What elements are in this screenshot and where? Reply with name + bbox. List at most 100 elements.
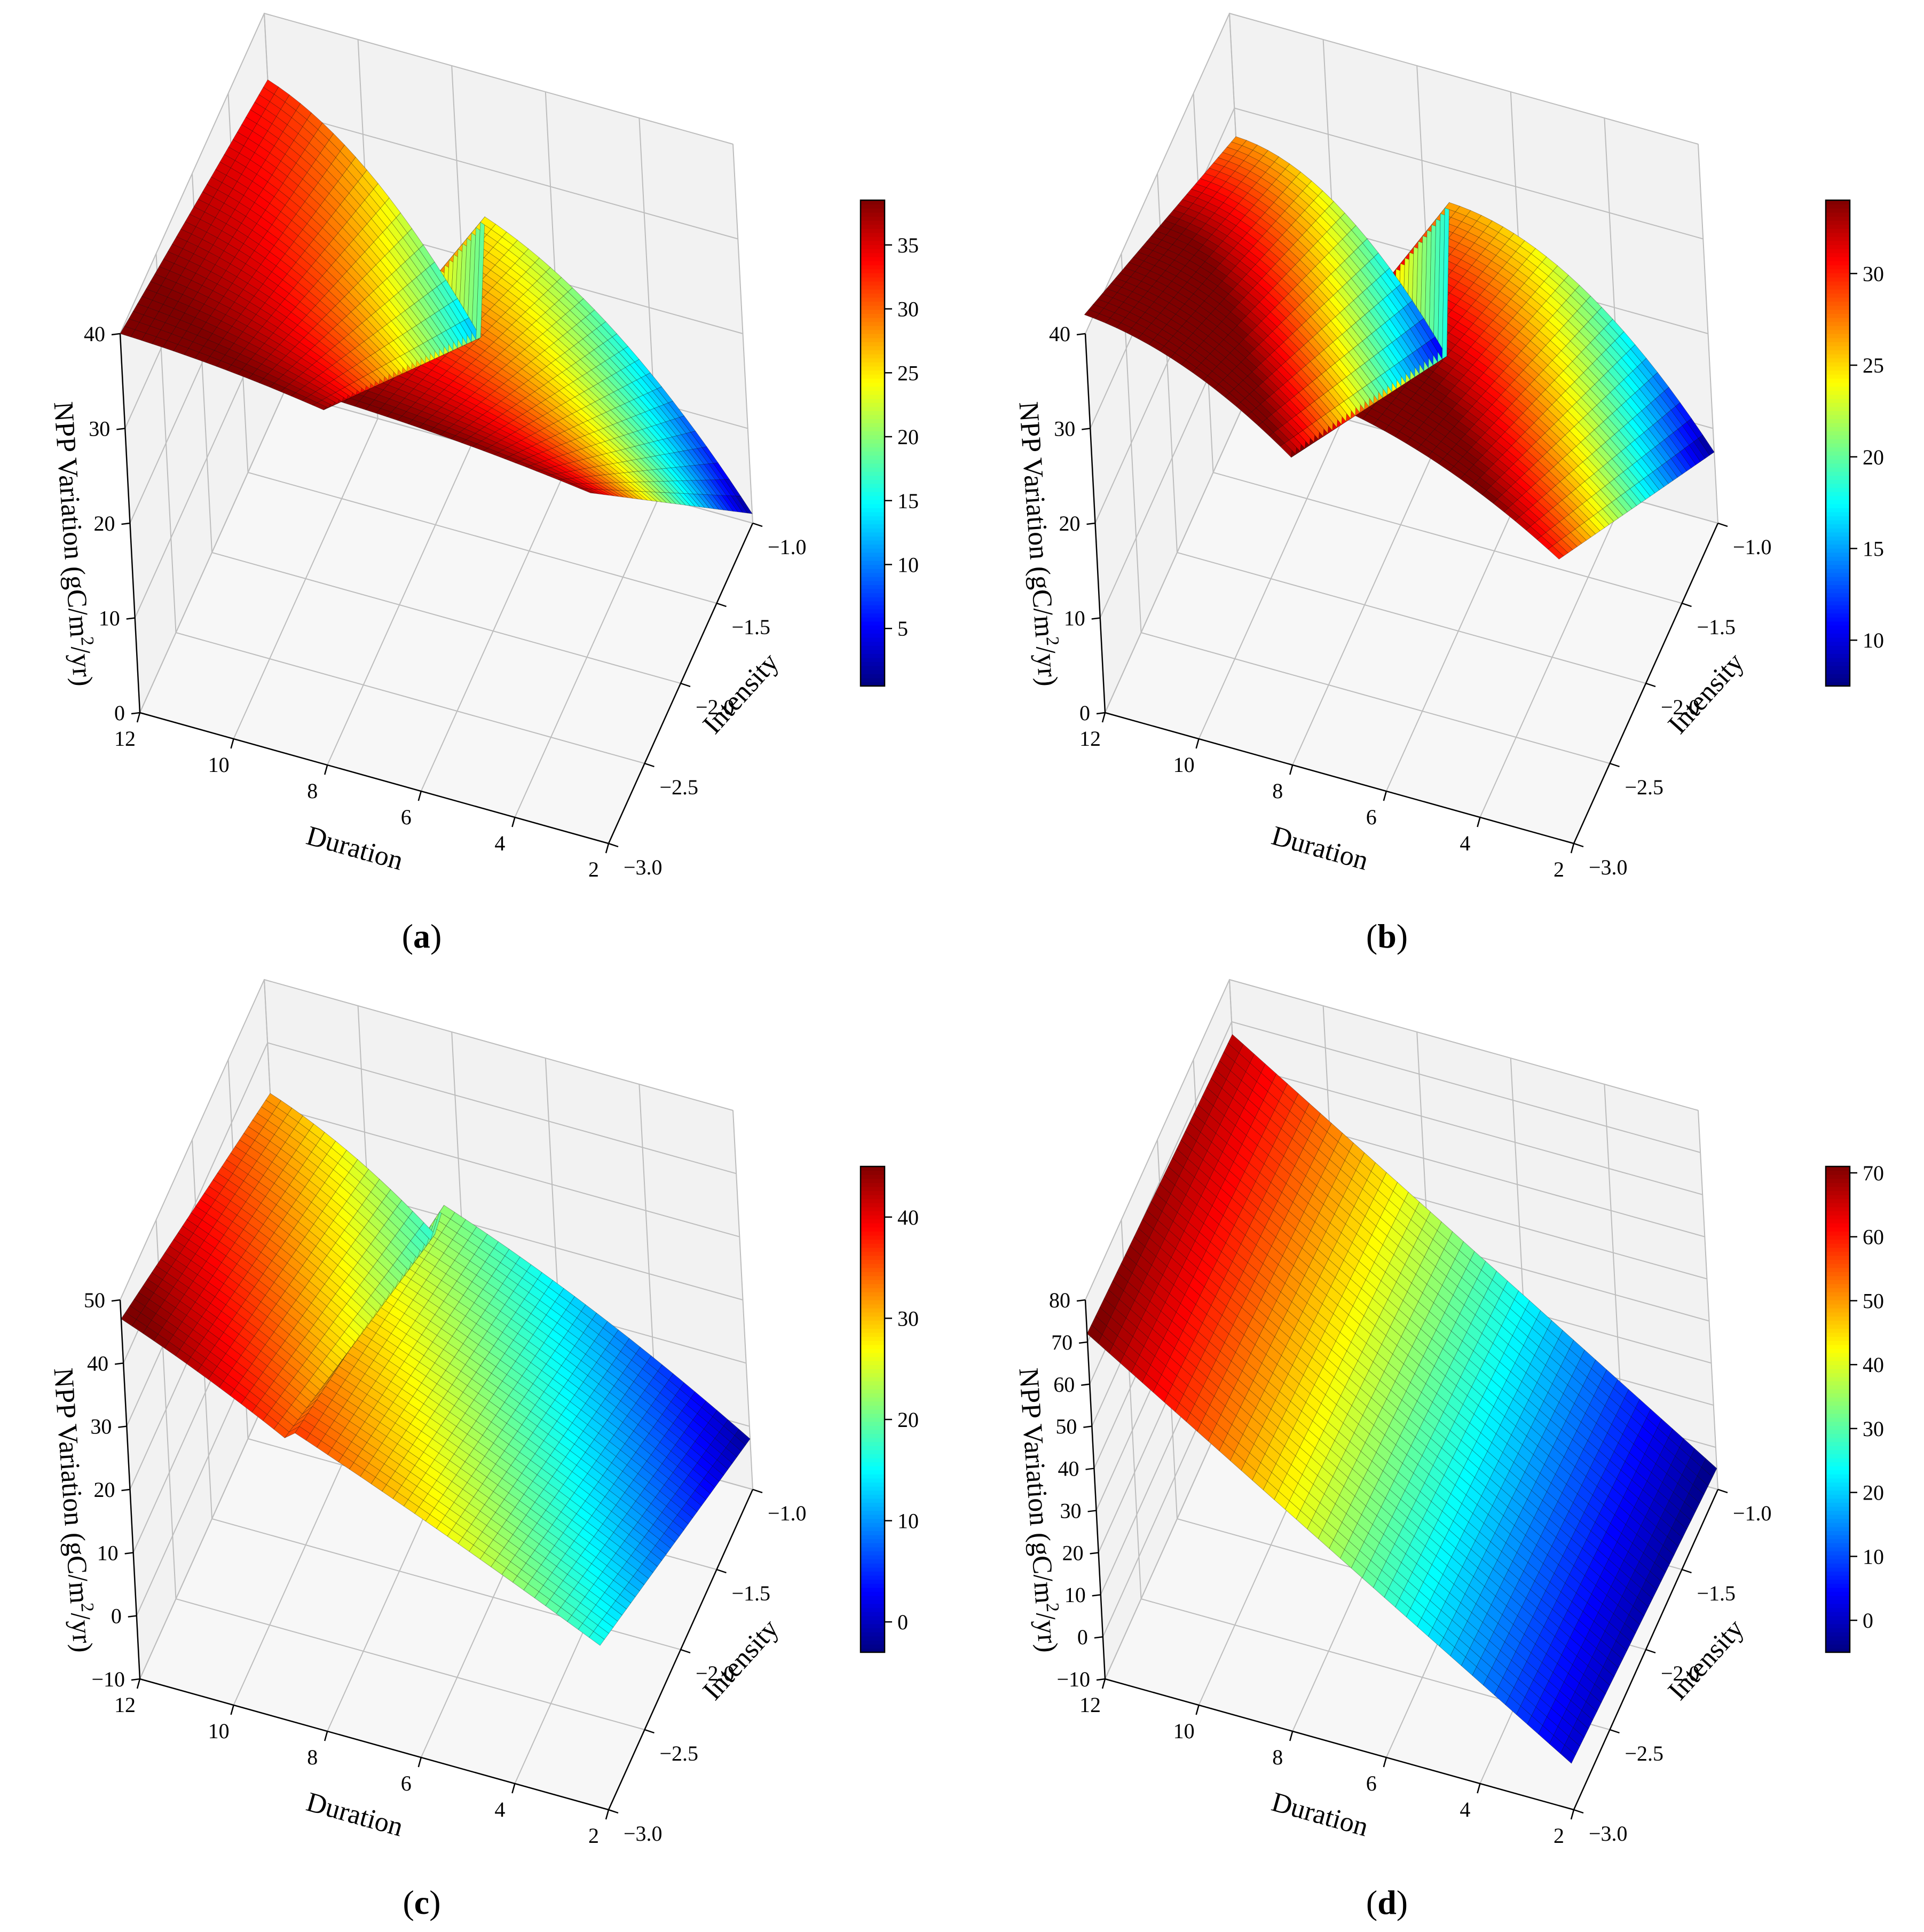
intensity-tick-label: −1.0 [768, 1501, 807, 1525]
colorbar-segment [1826, 366, 1850, 371]
colorbar-segment [861, 661, 885, 666]
panel-label: (a) [402, 917, 442, 955]
colorbar-segment [1826, 508, 1850, 512]
colorbar-segment [861, 1515, 885, 1519]
colorbar-segment [861, 232, 885, 237]
colorbar-segment [861, 492, 885, 496]
colorbar-segment [861, 447, 885, 452]
npp-axis-label-main: NPP Variation (gC/m [48, 400, 94, 638]
panel-label: (b) [1366, 917, 1408, 955]
colorbar-segment [861, 1539, 885, 1543]
colorbar-segment [861, 459, 885, 464]
colorbar-segment [1826, 601, 1850, 605]
colorbar-segment [861, 637, 885, 642]
colorbar-segment [1826, 613, 1850, 618]
npp-tick-label: 50 [84, 1288, 105, 1312]
colorbar-segment [1826, 224, 1850, 229]
npp-tick [1086, 522, 1095, 525]
colorbar-segment [1826, 293, 1850, 298]
npp-axis-label: NPP Variation (gC/m2/yr) [1013, 400, 1065, 687]
colorbar-segment [861, 463, 885, 468]
duration-tick-label: 10 [208, 1719, 230, 1743]
colorbar-segment [1826, 317, 1850, 322]
colorbar-segment [1826, 309, 1850, 314]
colorbar-segment [1826, 511, 1850, 517]
colorbar-segment [1826, 617, 1850, 622]
colorbar-segment [1826, 645, 1850, 650]
colorbar-segment [1826, 536, 1850, 541]
colorbar-segment [861, 293, 885, 298]
colorbar-segment [1826, 342, 1850, 346]
colorbar-tick-label: 15 [1863, 537, 1884, 561]
colorbar-segment [1826, 621, 1850, 626]
duration-tick [1477, 817, 1481, 827]
colorbar-segment [1826, 443, 1850, 448]
colorbar-segment [1826, 669, 1850, 674]
colorbar-segment [1826, 492, 1850, 496]
colorbar-segment [861, 265, 885, 270]
colorbar-segment [861, 1502, 885, 1507]
npp-tick [1091, 617, 1100, 620]
duration-tick [511, 817, 516, 827]
colorbar-segment [1826, 467, 1850, 472]
colorbar-segment [861, 439, 885, 444]
npp-tick [115, 1362, 124, 1365]
colorbar-segment [861, 1620, 885, 1625]
colorbar-segment [861, 220, 885, 225]
intensity-axis-label: Intensity [697, 647, 785, 739]
npp-tick-label: 20 [1059, 511, 1081, 535]
colorbar-segment [861, 204, 885, 209]
colorbar-tick-label: 35 [897, 233, 919, 257]
colorbar-segment [1826, 289, 1850, 294]
colorbar-segment [1826, 463, 1850, 468]
colorbar-segment [861, 378, 885, 383]
colorbar-segment [861, 1523, 885, 1527]
duration-tick-label: 2 [1554, 857, 1564, 881]
colorbar-segment [1826, 548, 1850, 553]
colorbar-segment [861, 1490, 885, 1495]
colorbar-segment [861, 1644, 885, 1649]
colorbar-segment [1826, 305, 1850, 310]
duration-tick [136, 1678, 141, 1689]
y-gridline [155, 253, 645, 764]
colorbar-segment [861, 1555, 885, 1560]
colorbar-segment [861, 1547, 885, 1552]
colorbar-segment [861, 273, 885, 278]
colorbar-segment [1826, 500, 1850, 504]
colorbar-segment [1826, 208, 1850, 213]
colorbar-segment [861, 495, 885, 500]
npp-tick [126, 617, 135, 620]
duration-tick-label: 8 [1272, 779, 1283, 803]
colorbar-segment [1826, 637, 1850, 642]
colorbar-segment [1826, 580, 1850, 586]
colorbar-segment [1826, 605, 1850, 610]
intensity-tick [608, 1809, 619, 1814]
duration-tick-label: 2 [588, 857, 599, 881]
intensity-tick [608, 842, 619, 848]
duration-tick [324, 1731, 328, 1741]
colorbar-segment [861, 1640, 885, 1645]
colorbar-segment [1826, 459, 1850, 464]
colorbar-tick-label: 25 [897, 361, 919, 385]
npp-tick [1096, 712, 1106, 715]
colorbar-segment [1826, 455, 1850, 460]
colorbar-segment [1826, 273, 1850, 278]
colorbar-segment [1826, 609, 1850, 614]
colorbar-segment [861, 346, 885, 351]
colorbar-segment [861, 1599, 885, 1604]
npp-axis-label-tail: /yr) [65, 1611, 98, 1653]
colorbar-segment [861, 544, 885, 549]
colorbar-segment [1826, 411, 1850, 415]
colorbar-segment [861, 467, 885, 472]
colorbar-segment [861, 532, 885, 537]
colorbar-segment [1826, 597, 1850, 602]
colorbar-segment [861, 674, 885, 679]
colorbar-segment [861, 285, 885, 290]
surface [120, 79, 753, 514]
npp-tick-label: 20 [94, 1478, 115, 1502]
colorbar-segment [861, 403, 885, 407]
colorbar-segment [1826, 419, 1850, 423]
colorbar-segment [861, 516, 885, 521]
colorbar-segment [1826, 281, 1850, 286]
